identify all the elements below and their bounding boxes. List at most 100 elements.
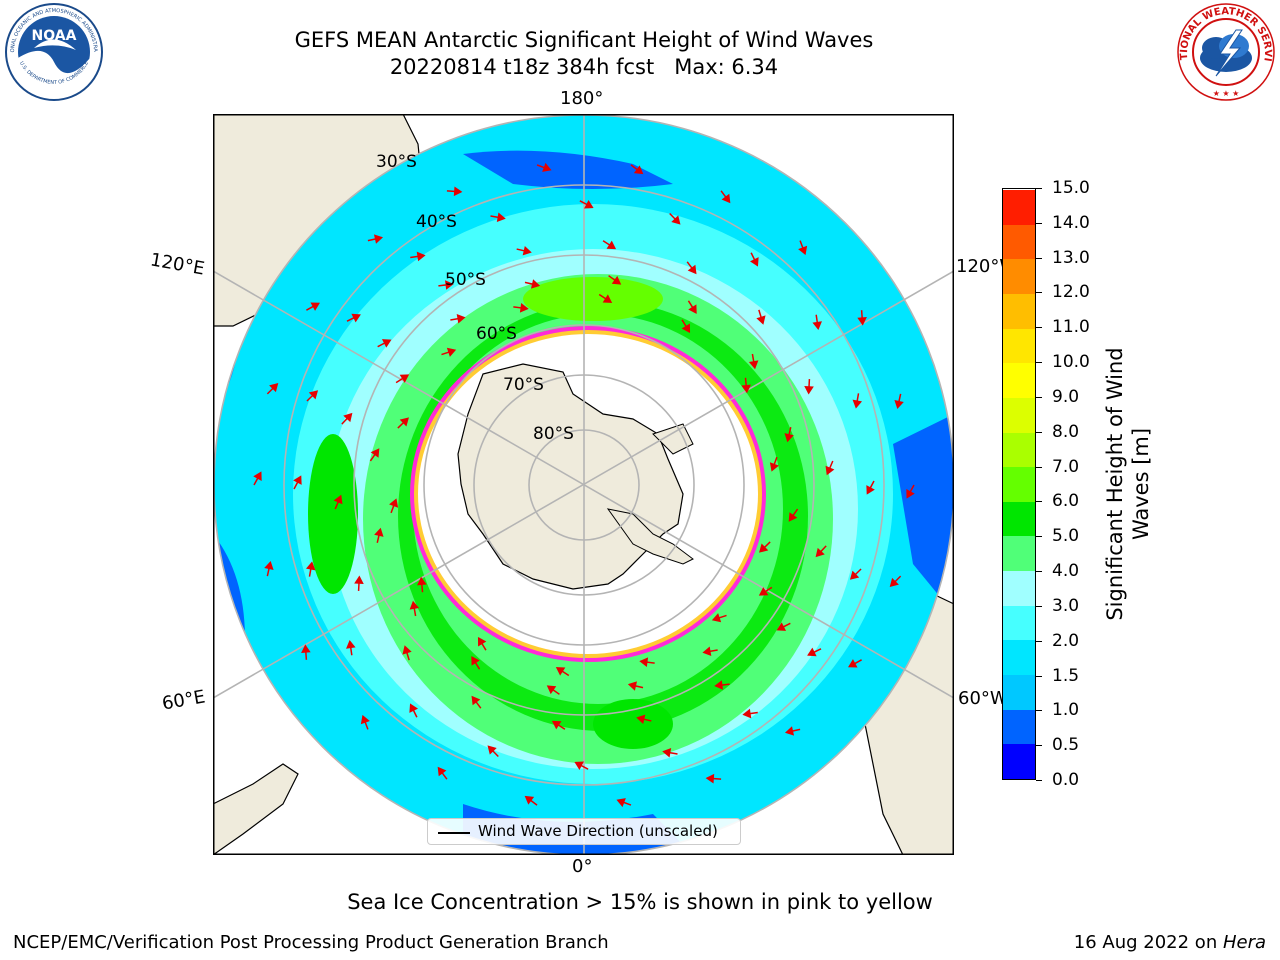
colorbar-segment <box>1003 466 1035 502</box>
colorbar-segment <box>1003 258 1035 294</box>
wave-arrow-head <box>477 636 487 647</box>
colorbar-segment <box>1003 362 1035 398</box>
wave-direction-arrows <box>253 162 915 808</box>
colorbar-tick <box>1036 745 1042 747</box>
wave-arrow-head <box>711 613 722 623</box>
wave-arrow-head <box>399 417 409 427</box>
lon-label-120w: 120°W <box>956 256 1002 277</box>
lon-label-60e: 60°E <box>160 686 207 715</box>
colorbar-tick <box>1036 327 1042 329</box>
wave-arrow-head <box>445 280 454 290</box>
wave-arrow-head <box>343 412 353 423</box>
colorbar-title-line1: Significant Height of Wind <box>1103 347 1127 621</box>
colorbar-tick-label: 6.0 <box>1052 491 1080 512</box>
wave-arrow-head <box>759 543 769 553</box>
colorbar-segment <box>1003 293 1035 329</box>
wave-arrow-head <box>750 257 759 267</box>
wave-arrow-head <box>446 347 457 357</box>
wave-arrow-head <box>402 645 412 655</box>
wave-arrow-head <box>354 575 364 584</box>
colorbar-tick <box>1036 536 1042 538</box>
nws-logo: NATIONAL WEATHER SERVICE ★ ★ ★ <box>1176 2 1275 101</box>
wave-arrow-head <box>373 234 384 244</box>
wave-arrow-head <box>555 667 566 676</box>
colorbar-tick <box>1036 501 1042 503</box>
colorbar-tick <box>1036 431 1042 433</box>
colorbar-tick-label: 0.5 <box>1052 735 1080 756</box>
colorbar-segment <box>1003 224 1035 260</box>
colorbar-tick-label: 5.0 <box>1052 526 1080 547</box>
colorbar-tick <box>1036 640 1042 642</box>
wave-arrow-head <box>522 246 532 256</box>
colorbar-tick <box>1036 571 1042 573</box>
svg-text:NOAA: NOAA <box>32 28 77 44</box>
wave-arrow-head <box>487 745 497 755</box>
colorbar-tick <box>1036 710 1042 712</box>
wave-arrow-head <box>310 302 320 311</box>
colorbar-tick <box>1036 780 1042 781</box>
wave-arrow-head <box>705 773 715 784</box>
wave-arrow-head <box>606 240 617 250</box>
wave-arrow-head <box>253 471 262 481</box>
wave-arrow-head <box>662 748 672 758</box>
wave-arrow-head <box>546 685 557 695</box>
colorbar-tick <box>1036 222 1042 224</box>
colorbar-segment <box>1003 501 1035 537</box>
colorbar-tick-label: 1.0 <box>1052 700 1080 721</box>
wave-arrow-head <box>542 162 552 172</box>
colorbar-tick <box>1036 257 1042 259</box>
colorbar-segment <box>1003 605 1035 641</box>
wave-arrow-head <box>389 498 399 508</box>
colorbar-tick-label: 9.0 <box>1052 386 1080 407</box>
wave-arrow-head <box>889 577 899 588</box>
wave-arrow-head <box>857 317 867 326</box>
map-legend: Wind Wave Direction (unscaled) <box>427 818 741 845</box>
chart-subtitle: 20220814 t18z 384h fcst Max: 6.34 <box>389 55 779 79</box>
wave-arrow-head <box>784 433 794 443</box>
wave-arrow-head <box>702 646 712 657</box>
colorbar-title-line2: Waves [m] <box>1129 427 1153 541</box>
lat-label-50s: 50°S <box>445 270 486 290</box>
wave-arrow-head <box>627 681 638 691</box>
wave-arrow-head <box>784 726 795 736</box>
wave-arrow-head <box>264 560 274 571</box>
wave-arrow-head <box>848 659 858 668</box>
wave-arrow-head <box>741 384 751 394</box>
wave-arrow-head <box>308 390 319 400</box>
wave-arrow-head <box>409 600 420 610</box>
wave-arrow-head <box>584 199 594 209</box>
colorbar-tick-label: 3.0 <box>1052 595 1080 616</box>
wave-arrow-head <box>687 264 697 275</box>
wave-arrow-head <box>812 321 822 331</box>
colorbar-tick-label: 12.0 <box>1052 282 1090 303</box>
wave-arrow-head <box>496 212 506 222</box>
wave-arrow-head <box>636 714 646 724</box>
wave-arrow-head <box>769 462 779 472</box>
wave-arrow-head <box>374 527 384 537</box>
wave-arrow-head <box>681 323 691 334</box>
colorbar-segment <box>1003 743 1035 779</box>
wave-arrow-head <box>616 798 626 808</box>
colorbar-tick <box>1036 362 1042 364</box>
colorbar-segment <box>1003 432 1035 468</box>
chart-title: GEFS MEAN Antarctic Significant Height o… <box>294 28 874 52</box>
wave-arrow-head <box>807 647 817 657</box>
legend-line-swatch <box>438 832 470 834</box>
wave-arrow-head <box>798 245 808 256</box>
wave-arrow-head <box>409 703 418 713</box>
wave-arrow-head <box>825 465 835 476</box>
wave-arrow-head <box>611 275 622 285</box>
colorbar-segment <box>1003 397 1035 433</box>
colorbar-tick-label: 2.0 <box>1052 630 1080 651</box>
date-text: 16 Aug 2022 on <box>1073 932 1223 953</box>
colorbar <box>1002 188 1036 780</box>
wave-arrow-head <box>714 680 723 690</box>
colorbar-tick-label: 10.0 <box>1052 352 1090 373</box>
colorbar-segment <box>1003 570 1035 606</box>
wave-arrow-head <box>688 304 697 314</box>
wave-arrow-head <box>456 313 466 324</box>
wave-arrow-head <box>293 475 302 485</box>
lat-label-40s: 40°S <box>416 212 457 232</box>
colorbar-tick <box>1036 396 1042 398</box>
lon-label-60w: 60°W <box>958 688 1002 709</box>
